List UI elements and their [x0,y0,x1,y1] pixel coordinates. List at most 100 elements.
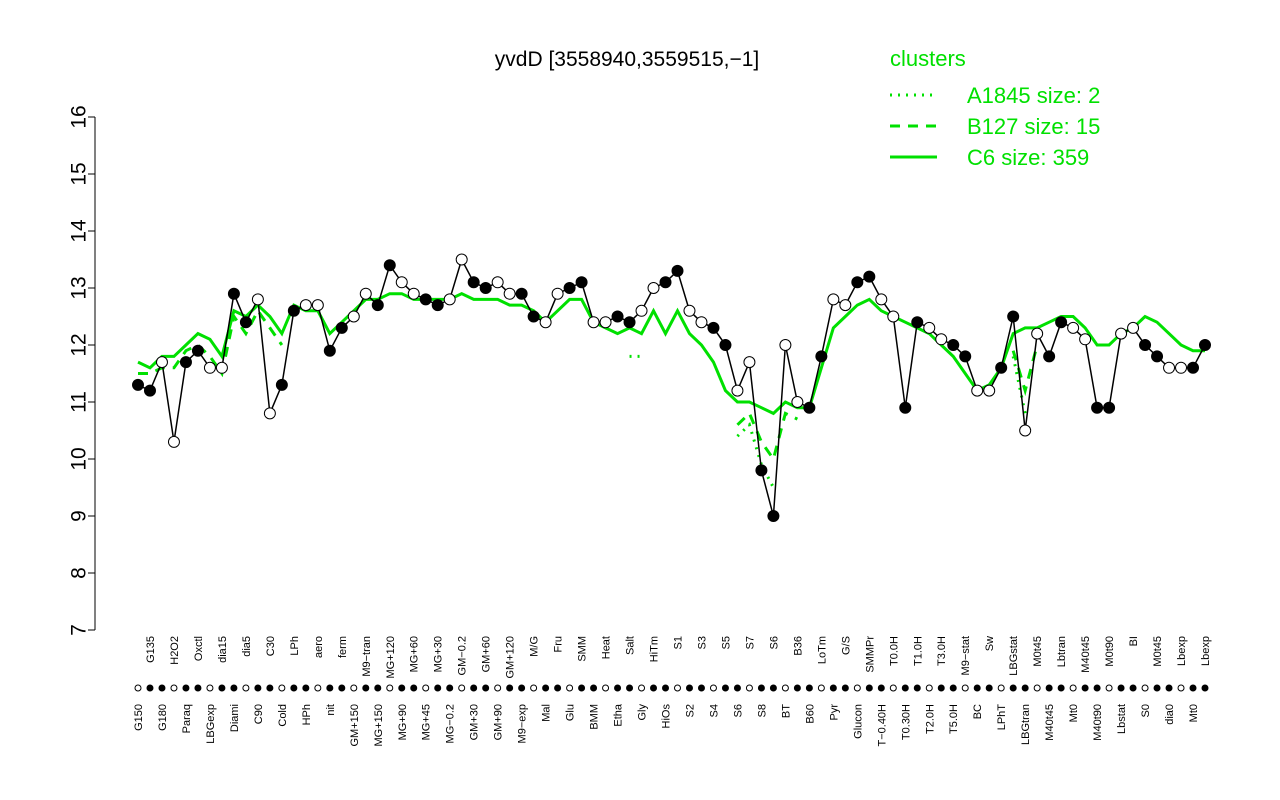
x-rug [446,684,454,692]
x-tick-label: T3.0H [936,636,948,666]
x-rug [458,684,466,692]
x-rug [1093,684,1101,692]
x-rug [206,684,214,692]
x-tick-label: LoTm [816,636,828,664]
point [347,310,360,323]
point [923,321,936,334]
x-rug [182,684,190,692]
x-rug [889,684,897,692]
x-rug [1033,684,1041,692]
x-rug [1021,684,1029,692]
x-tick-label: S3 [696,636,708,649]
y-tick-label: 13 [67,276,90,299]
point [863,270,876,283]
x-rug [398,684,406,692]
x-tick-label: LBGtran [1020,704,1032,745]
x-rug [434,684,442,692]
x-rug [326,684,334,692]
x-tick-label: G150 [133,704,145,731]
x-rug [578,684,586,692]
point [1151,350,1164,363]
x-tick-label: T1.0H [912,636,924,666]
x-tick-label: MG+120 [385,636,397,679]
point [155,356,168,369]
x-rug [134,684,142,692]
x-rug [985,684,993,692]
x-rug [757,684,765,692]
x-tick-label: BT [780,704,792,718]
point [671,264,684,277]
point [815,350,828,363]
x-rug [158,684,166,692]
x-rug [1117,684,1125,692]
x-rug [1105,684,1113,692]
x-tick-label: dia15 [217,636,229,663]
legend-label: B127 size: 15 [967,114,1100,139]
point [1199,339,1211,351]
x-rug [374,684,382,692]
x-tick-label: M40t45 [1080,636,1092,673]
point [971,384,984,397]
point [395,276,408,289]
point [371,299,384,312]
x-rug [470,684,478,692]
point [587,316,600,329]
point [575,276,588,289]
x-tick-label: MG+90 [397,704,409,740]
x-tick-label: M9−stat [960,636,972,675]
x-rug [1201,684,1209,692]
point [875,293,888,306]
point [1139,339,1152,351]
point [683,304,696,317]
point [827,293,840,306]
x-rug [194,684,202,692]
x-rug [685,684,693,692]
point [803,401,816,414]
x-rug [290,684,298,692]
x-rug [386,684,394,692]
x-tick-label: B36 [792,636,804,656]
point [743,356,756,369]
x-tick-label: GM+120 [505,636,517,679]
x-tick-label: Lbexp [1200,636,1212,666]
x-tick-label: Oxctl [193,636,205,661]
point [419,293,432,306]
cluster-line [137,292,1205,416]
expression-line [137,257,1206,517]
x-tick-label: MG−0.2 [445,704,457,743]
point [383,259,396,272]
x-rug [793,684,801,692]
x-rug [362,684,370,692]
point [1163,361,1176,374]
x-tick-label: nit [325,704,337,716]
point [311,299,324,312]
point [1055,316,1068,329]
x-tick-label: G180 [157,704,169,731]
x-rug [1141,684,1149,692]
point [983,384,996,397]
x-tick-label: Mt0 [1068,704,1080,722]
point [203,361,216,374]
cluster-line [1011,356,1027,414]
point [707,321,720,334]
point [779,339,792,351]
legend-label: A1845 size: 2 [967,83,1100,108]
y-tick-label: 7 [67,624,90,636]
x-rug [997,684,1005,692]
x-tick-label: S1 [672,636,684,649]
x-rug [218,684,226,692]
point [995,361,1008,374]
x-rug [1069,684,1077,692]
point [503,287,516,300]
point [1031,327,1044,340]
y-tick-label: 8 [67,567,90,579]
point [335,321,348,334]
x-tick-label: S0 [1140,704,1152,717]
x-tick-label: M40t45 [1044,704,1056,741]
x-tick-label: GM+30 [469,704,481,740]
x-tick-label: GM+150 [349,704,361,747]
x-rug [638,684,646,692]
x-tick-label: S8 [756,704,768,717]
point [755,464,768,477]
